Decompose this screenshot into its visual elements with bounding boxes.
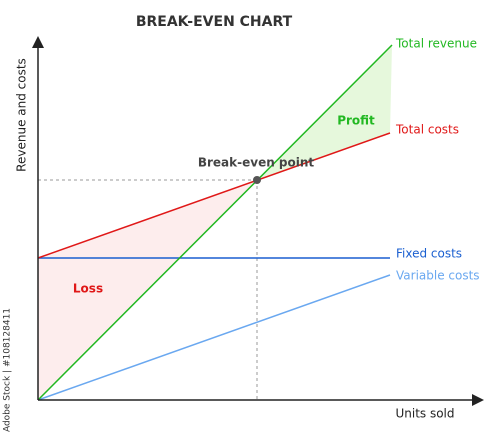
total-revenue-line xyxy=(37,44,393,401)
break-even-label: Break-even point xyxy=(198,156,315,170)
profit-label: Profit xyxy=(337,114,375,128)
variable-costs-line xyxy=(37,274,391,401)
loss-label: Loss xyxy=(73,282,103,296)
x-axis-label: Units sold xyxy=(395,407,454,421)
break-even-point xyxy=(253,176,261,184)
watermark: Adobe Stock | #108128411 xyxy=(3,308,13,432)
line-label: Total costs xyxy=(395,123,459,137)
chart-title: BREAK-EVEN CHART xyxy=(136,14,293,30)
total-costs-line xyxy=(37,132,391,259)
line-label: Total revenue xyxy=(395,37,477,51)
line-label: Variable costs xyxy=(396,269,480,283)
y-axis-label: Revenue and costs xyxy=(15,58,29,172)
line-label: Fixed costs xyxy=(396,247,462,261)
